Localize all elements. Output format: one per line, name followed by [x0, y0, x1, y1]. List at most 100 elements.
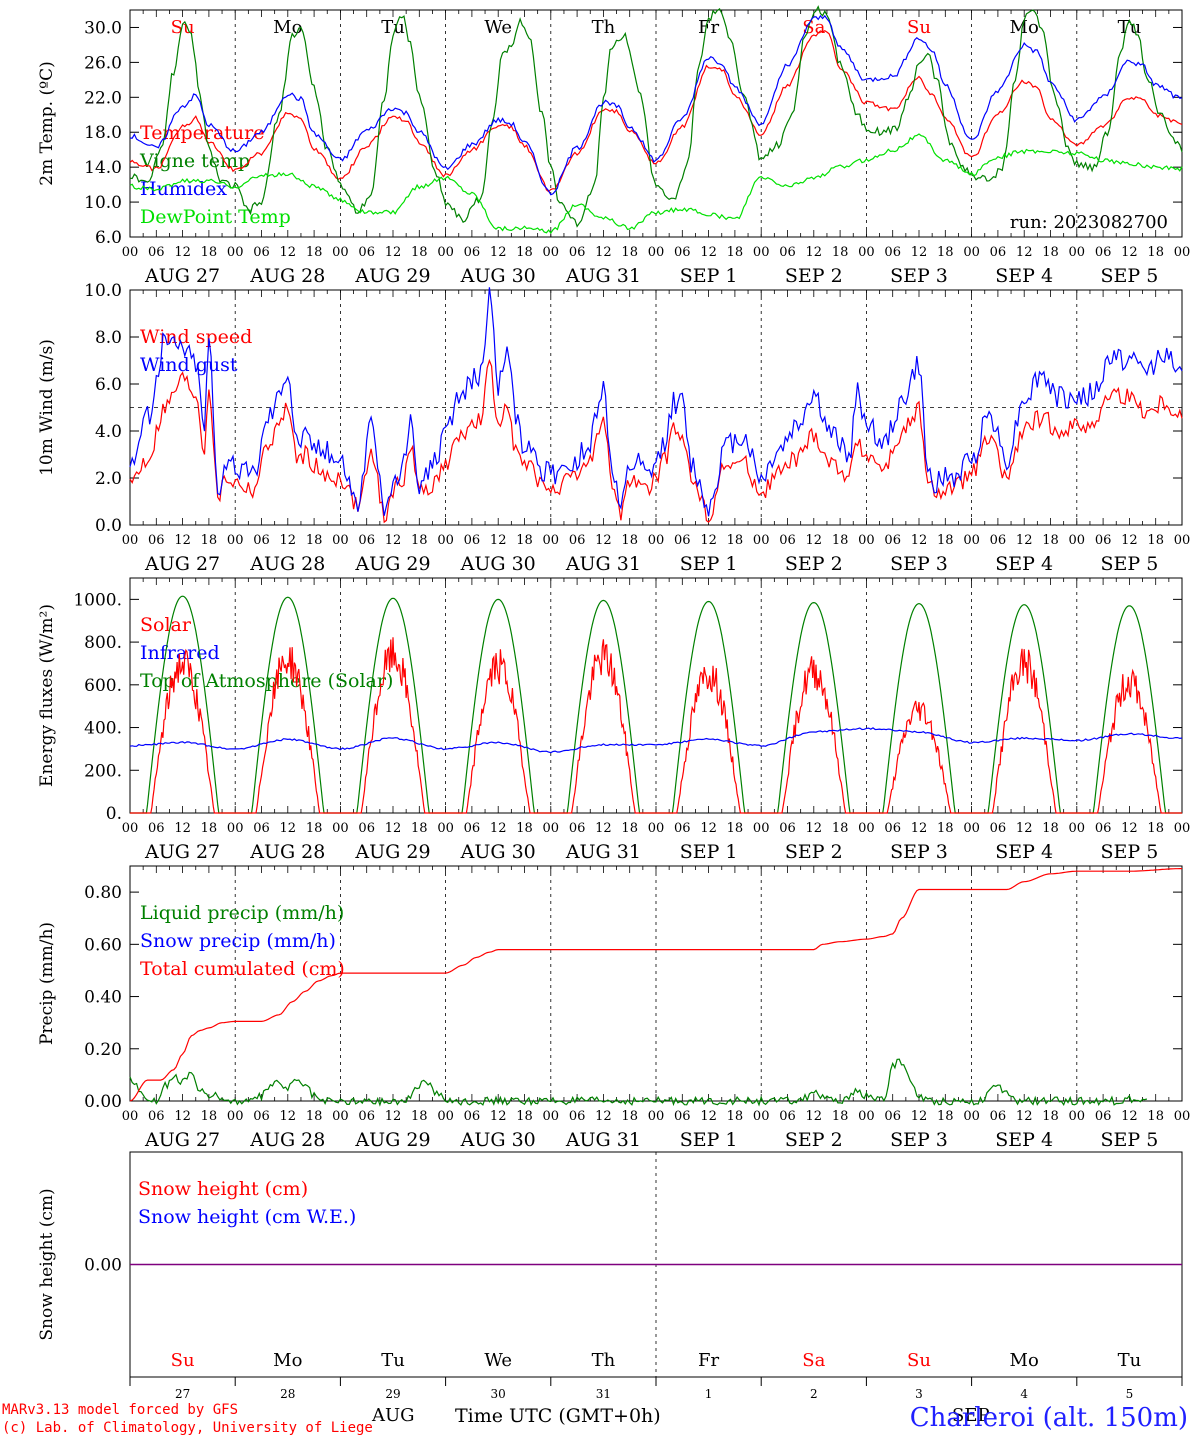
hour-tick-label: 06 — [464, 533, 481, 548]
hour-tick-label: 00 — [122, 245, 139, 260]
hour-tick-label: 06 — [990, 821, 1007, 836]
hour-tick-label: 00 — [1069, 821, 1086, 836]
day-name: Fr — [698, 17, 719, 38]
hour-tick-label: 06 — [464, 245, 481, 260]
hour-tick-label: 06 — [253, 1109, 270, 1124]
date-label: AUG 28 — [249, 841, 325, 863]
date-label: AUG 31 — [565, 1129, 641, 1151]
hour-tick-label: 00 — [963, 533, 980, 548]
hour-tick-label: 00 — [122, 1109, 139, 1124]
hour-tick-label: 12 — [700, 245, 717, 260]
series-red-0 — [129, 29, 1183, 193]
hour-tick-label: 18 — [727, 245, 744, 260]
hour-tick-label: 12 — [174, 245, 191, 260]
hour-tick-label: 00 — [753, 533, 770, 548]
series-blue-1-line — [129, 287, 1183, 517]
hour-tick-label: 00 — [1174, 245, 1191, 260]
day-number: 27 — [175, 1387, 190, 1401]
hour-tick-label: 12 — [1121, 821, 1138, 836]
credit-lab: (c) Lab. of Climatology, University of L… — [2, 1420, 373, 1436]
hour-tick-label: 00 — [648, 533, 665, 548]
hour-tick-label: 18 — [201, 245, 218, 260]
hour-tick-label: 18 — [832, 821, 849, 836]
day-number: 30 — [491, 1387, 506, 1401]
hour-tick-label: 18 — [727, 1109, 744, 1124]
hour-tick-label: 18 — [201, 533, 218, 548]
date-label: AUG 29 — [354, 841, 430, 863]
y-tick-label: 0.20 — [84, 1040, 122, 1060]
hour-tick-label: 06 — [569, 821, 586, 836]
y-tick-label: 2.0 — [95, 469, 122, 489]
hour-tick-label: 06 — [464, 821, 481, 836]
series-infrared-line — [129, 727, 1183, 754]
y-axis-label: Snow height (cm) — [37, 1188, 57, 1340]
series-blue-2 — [129, 14, 1183, 196]
month-label-aug: AUG — [372, 1405, 415, 1426]
hour-tick-label: 18 — [1042, 533, 1059, 548]
hour-tick-label: 00 — [332, 821, 349, 836]
hour-tick-label: 12 — [174, 533, 191, 548]
day-name: Tu — [1118, 1350, 1142, 1371]
day-name: Mo — [1010, 17, 1039, 38]
hour-tick-label: 00 — [858, 821, 875, 836]
series-solar — [130, 637, 1182, 814]
legend-entry: Solar — [140, 614, 192, 636]
day-name: Su — [171, 17, 195, 38]
hour-tick-label: 12 — [911, 1109, 928, 1124]
series-infrared — [129, 727, 1183, 754]
hour-tick-label: 12 — [595, 245, 612, 260]
hour-tick-label: 12 — [280, 533, 297, 548]
hour-tick-label: 18 — [621, 245, 638, 260]
hour-tick-label: 00 — [332, 245, 349, 260]
y-tick-label: 400. — [84, 719, 122, 739]
hour-tick-label: 12 — [280, 1109, 297, 1124]
hour-tick-label: 12 — [595, 1109, 612, 1124]
hour-tick-label: 06 — [779, 533, 796, 548]
hour-tick-label: 12 — [490, 1109, 507, 1124]
series-lightgreen-3 — [129, 133, 1183, 235]
date-label: AUG 29 — [354, 265, 430, 287]
y-tick-label: 6.0 — [95, 375, 122, 395]
panel-2: 00 06 12 18 00 06 12 18 00 06 12 18 00 06 12 18 00 06 12 18… — [37, 281, 1190, 575]
date-label: SEP 4 — [995, 553, 1053, 575]
hour-tick-label: 12 — [174, 1109, 191, 1124]
date-label: AUG 27 — [144, 841, 220, 863]
date-label: AUG 28 — [249, 265, 325, 287]
hour-tick-label: 18 — [937, 245, 954, 260]
hour-tick-label: 18 — [937, 1109, 954, 1124]
hour-tick-label: 18 — [1042, 821, 1059, 836]
hour-tick-label: 18 — [1147, 533, 1164, 548]
y-tick-label: 600. — [84, 676, 122, 696]
day-name: Mo — [273, 17, 302, 38]
hour-tick-label: 18 — [201, 821, 218, 836]
panel-1: 00 06 12 18 00 06 12 18 00 06 12 18 00 06 12 18 00 06 12 18… — [37, 9, 1191, 287]
hour-tick-label: 12 — [385, 1109, 402, 1124]
hour-tick-label: 00 — [1069, 533, 1086, 548]
legend-entry: Temperature — [140, 122, 264, 144]
hour-tick-label: 12 — [806, 821, 823, 836]
hour-tick-label: 12 — [806, 245, 823, 260]
hour-tick-label: 18 — [832, 245, 849, 260]
series-liquid-precip-line — [129, 1058, 1148, 1107]
hour-tick-label: 12 — [911, 821, 928, 836]
hour-tick-label: 00 — [1069, 1109, 1086, 1124]
hour-tick-label: 00 — [332, 533, 349, 548]
hour-tick-label: 00 — [1174, 821, 1191, 836]
y-tick-label: 200. — [84, 761, 122, 781]
hour-tick-label: 00 — [437, 533, 454, 548]
hour-tick-label: 06 — [253, 245, 270, 260]
date-label: SEP 3 — [890, 841, 948, 863]
hour-tick-label: 18 — [832, 533, 849, 548]
date-label: SEP 5 — [1100, 553, 1158, 575]
hour-tick-label: 00 — [858, 245, 875, 260]
day-name: Sa — [802, 17, 825, 38]
hour-tick-label: 06 — [569, 533, 586, 548]
hour-tick-label: 12 — [595, 533, 612, 548]
day-name: Fr — [698, 1350, 719, 1371]
hour-tick-label: 12 — [174, 821, 191, 836]
day-number: 4 — [1020, 1387, 1028, 1401]
legend-entry: DewPoint Temp — [140, 206, 291, 228]
hour-tick-label: 06 — [884, 245, 901, 260]
y-axis-label: Energy fluxes (W/m²) — [37, 604, 57, 787]
